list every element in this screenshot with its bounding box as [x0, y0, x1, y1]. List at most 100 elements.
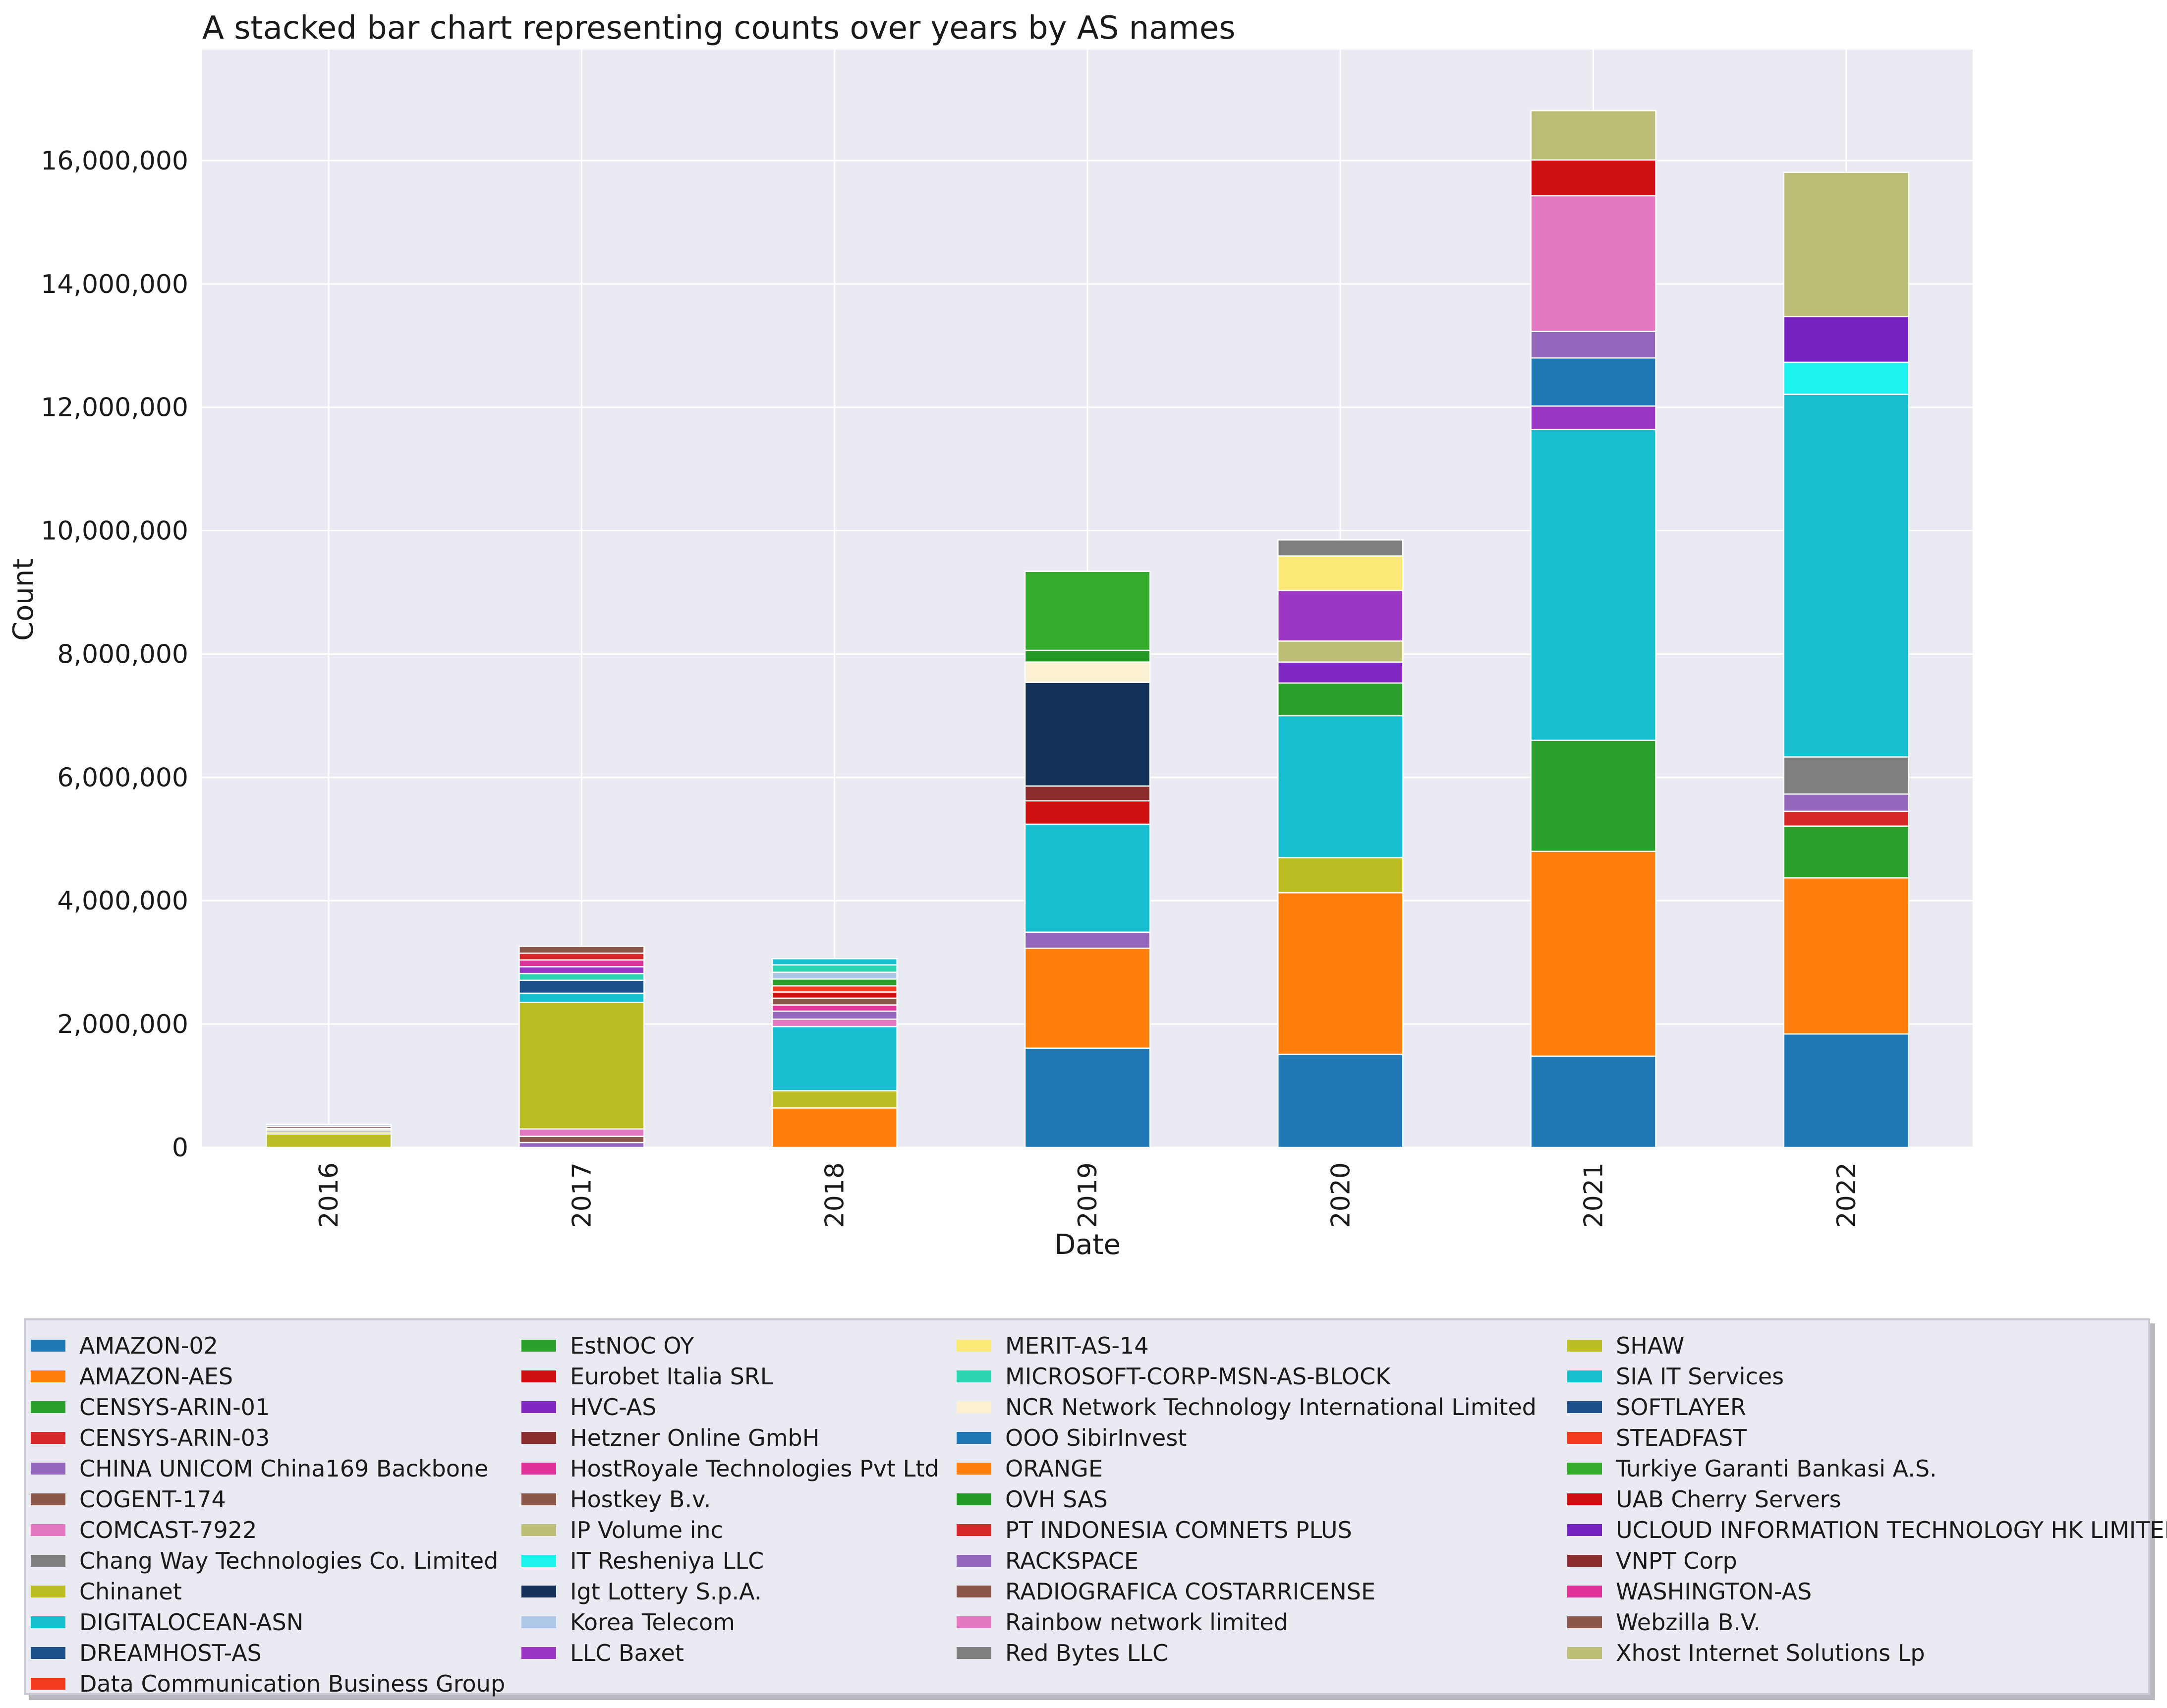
legend-swatch — [957, 1493, 991, 1505]
legend-swatch — [957, 1340, 991, 1352]
bar-segment: Xhost Internet Solutions Lp 2022 — [1783, 171, 1910, 318]
legend-label: HVC-AS — [570, 1394, 657, 1421]
legend-item: COMCAST-7922 — [31, 1515, 257, 1545]
legend-label: UCLOUD INFORMATION TECHNOLOGY HK LIMITED — [1616, 1517, 2167, 1543]
legend-item: Hetzner Online GmbH — [521, 1423, 819, 1453]
legend-item: Data Communication Business Group — [31, 1668, 505, 1699]
legend-label: CENSYS-ARIN-03 — [79, 1424, 270, 1451]
bar-segment: other 2017 — [518, 952, 645, 961]
legend-swatch — [521, 1493, 556, 1505]
legend-swatch — [957, 1586, 991, 1597]
y-tick-label: 0 — [172, 1133, 188, 1163]
bar-segment: other 2018 — [771, 1018, 898, 1027]
legend-label: RACKSPACE — [1005, 1547, 1139, 1574]
legend-swatch — [1567, 1493, 1602, 1505]
legend-label: DIGITALOCEAN-ASN — [79, 1609, 304, 1636]
bar-segment: Chinanet 2020 — [1277, 856, 1404, 894]
legend-label: Data Communication Business Group — [79, 1670, 506, 1697]
bar-segment: RACKSPACE 2021 — [1530, 331, 1656, 359]
legend-label: PT INDONESIA COMNETS PLUS — [1005, 1517, 1352, 1543]
legend-item: Xhost Internet Solutions Lp — [1567, 1638, 1925, 1668]
legend-label: OVH SAS — [1005, 1486, 1108, 1513]
bar-segment: Eurobet Italia SRL 2019 — [1024, 800, 1151, 825]
bar-segment: Chang Way Technologies Co. Limited 2022 — [1783, 756, 1910, 795]
bar-segment: AMAZON-02 2020 — [1277, 1053, 1404, 1148]
legend-label: EstNOC OY — [570, 1332, 694, 1359]
bar-segment: Igt Lottery S.p.A. 2019 — [1024, 682, 1151, 787]
legend-item: ORANGE — [957, 1453, 1103, 1484]
legend-label: NCR Network Technology International Lim… — [1005, 1394, 1537, 1421]
bar-segment: COMCAST-7922 2017 — [518, 1128, 645, 1137]
legend-item: RADIOGRAFICA COSTARRICENSE — [957, 1576, 1375, 1607]
legend-swatch — [521, 1524, 556, 1536]
bar-segment: Hetzner Online GmbH 2019 — [1024, 785, 1151, 801]
bar-segment: ORANGE 2018 — [771, 1107, 898, 1148]
bar-segment: AMAZON-02 2019 — [1024, 1047, 1151, 1148]
x-tick-label: 2022 — [1832, 1162, 1862, 1228]
legend-label: SHAW — [1616, 1332, 1685, 1359]
legend-swatch — [31, 1647, 65, 1659]
bar-segment: IT Resheniya LLC 2022 — [1783, 361, 1910, 395]
bar-segment: OVH SAS 2019 — [1024, 649, 1151, 663]
legend-swatch — [521, 1616, 556, 1628]
legend-label: LLC Baxet — [570, 1640, 684, 1666]
legend-item: MICROSOFT-CORP-MSN-AS-BLOCK — [957, 1361, 1390, 1392]
legend-label: IP Volume inc — [570, 1517, 723, 1543]
legend-label: Korea Telecom — [570, 1609, 735, 1636]
bar-segment: AMAZON-AES 2022 — [1783, 877, 1910, 1035]
bar-segment: CENSYS-ARIN-01 2022 — [1783, 825, 1910, 879]
legend-swatch — [31, 1463, 65, 1475]
bar-segment: MERIT-AS-14 2020 — [1277, 555, 1404, 591]
bar-segment: other 2018 — [771, 1010, 898, 1020]
bar-segment: IP Volume inc 2020 — [1277, 640, 1404, 663]
legend-label: Webzilla B.V. — [1616, 1609, 1761, 1636]
legend-item: IT Resheniya LLC — [521, 1545, 764, 1576]
bar-segment: other 2018 — [771, 985, 898, 993]
y-axis: 0 2,000,000 4,000,000 6,000,000 8,000,000 10,… — [41, 146, 188, 1163]
y-tick-label: 8,000,000 — [57, 639, 188, 669]
x-axis: 2016 2017 2018 2019 2020 2021 2022 — [314, 1162, 1862, 1228]
legend-item: Hostkey B.v. — [521, 1484, 711, 1515]
legend-label: Turkiye Garanti Bankasi A.S. — [1616, 1455, 1937, 1482]
bar-segment: other 2018 — [771, 971, 898, 980]
bar-segment: LLC Baxet 2021 — [1530, 405, 1656, 430]
legend-label: Red Bytes LLC — [1005, 1640, 1169, 1666]
legend-label: CENSYS-ARIN-01 — [79, 1394, 270, 1421]
legend-item: IP Volume inc — [521, 1515, 723, 1545]
legend-item: NCR Network Technology International Lim… — [957, 1392, 1537, 1423]
bar-segment: UCLOUD INFORMATION TECHNOLOGY HK LIMITED… — [1783, 316, 1910, 363]
x-axis-label: Date — [1054, 1229, 1121, 1261]
legend-label: Eurobet Italia SRL — [570, 1363, 773, 1390]
legend-label: Chang Way Technologies Co. Limited — [79, 1547, 499, 1574]
legend-label: VNPT Corp — [1616, 1547, 1737, 1574]
legend-item: Igt Lottery S.p.A. — [521, 1576, 761, 1607]
legend-swatch — [31, 1401, 65, 1413]
legend-item: CHINA UNICOM China169 Backbone — [31, 1453, 488, 1484]
y-tick-label: 6,000,000 — [57, 763, 188, 793]
bar-segment: other 2018 — [771, 964, 898, 973]
legend-swatch — [957, 1432, 991, 1444]
legend-label: MERIT-AS-14 — [1005, 1332, 1149, 1359]
x-tick-label: 2017 — [567, 1162, 597, 1228]
legend-swatch — [521, 1586, 556, 1597]
legend-item: AMAZON-02 — [31, 1330, 218, 1361]
legend-swatch — [957, 1463, 991, 1475]
bar-segment: OOO SibirInvest 2021 — [1530, 357, 1656, 407]
legend-item: Korea Telecom — [521, 1607, 735, 1638]
legend-swatch — [957, 1370, 991, 1382]
legend-swatch — [31, 1616, 65, 1628]
legend-swatch — [957, 1616, 991, 1628]
legend-swatch — [1567, 1340, 1602, 1352]
y-tick-label: 4,000,000 — [57, 886, 188, 916]
legend-swatch — [31, 1432, 65, 1444]
bar-segment: EstNOC OY 2020 — [1277, 682, 1404, 717]
legend-swatch — [31, 1370, 65, 1382]
legend-swatch — [1567, 1616, 1602, 1628]
bar-segment: AMAZON-AES 2021 — [1530, 851, 1656, 1057]
bar-segment: CHINA UNICOM China169 Backbone 2019 — [1024, 931, 1151, 949]
legend-swatch — [1567, 1524, 1602, 1536]
legend-swatch — [521, 1401, 556, 1413]
legend-swatch — [31, 1555, 65, 1567]
bar-segment: Chinanet 2017 — [518, 1002, 645, 1130]
legend-item: HostRoyale Technologies Pvt Ltd — [521, 1453, 939, 1484]
